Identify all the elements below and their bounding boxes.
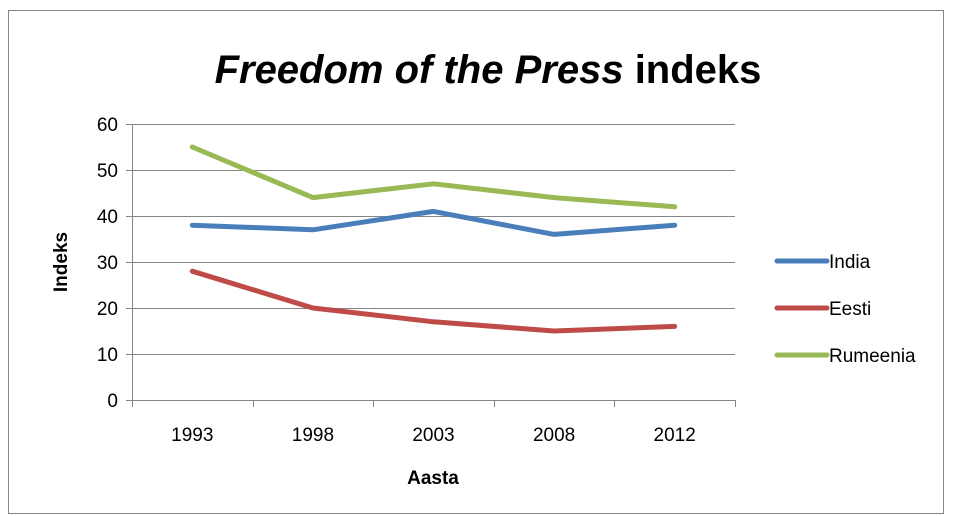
y-tick-label: 50 bbox=[97, 161, 118, 182]
axes bbox=[126, 124, 736, 407]
y-tick-label: 30 bbox=[97, 253, 118, 274]
chart-title: Freedom of the Press indeks bbox=[215, 48, 762, 92]
x-tick-label: 2012 bbox=[654, 425, 696, 446]
series-line-rumeenia bbox=[189, 144, 678, 210]
y-tick-label: 60 bbox=[97, 115, 118, 136]
chart-title-rest: indeks bbox=[624, 48, 762, 92]
series-line-eesti bbox=[189, 268, 678, 334]
x-tick-label: 2008 bbox=[533, 425, 575, 446]
y-tick-label: 10 bbox=[97, 345, 118, 366]
y-tick-labels: 0 10 20 30 40 50 60 bbox=[97, 115, 118, 412]
y-tick-label: 20 bbox=[97, 299, 118, 320]
legend-label-eesti: Eesti bbox=[829, 299, 871, 320]
x-tick-label: 1993 bbox=[171, 425, 213, 446]
x-axis-label: Aasta bbox=[407, 468, 459, 489]
x-tick-label: 1998 bbox=[292, 425, 334, 446]
chart-title-italic: Freedom of the Press bbox=[215, 48, 624, 92]
legend-label-rumeenia: Rumeenia bbox=[829, 346, 916, 367]
series-lines bbox=[189, 144, 678, 334]
y-tick-label: 40 bbox=[97, 207, 118, 228]
y-tick-label: 0 bbox=[107, 391, 118, 412]
legend-label-india: India bbox=[829, 252, 871, 273]
series-line-india bbox=[189, 208, 678, 237]
y-axis-label: Indeks bbox=[51, 232, 72, 292]
x-tick-labels: 1993 1998 2003 2008 2012 bbox=[171, 425, 696, 446]
gridlines bbox=[132, 124, 735, 355]
legend: India Eesti Rumeenia bbox=[774, 252, 916, 367]
x-tick-label: 2003 bbox=[412, 425, 454, 446]
